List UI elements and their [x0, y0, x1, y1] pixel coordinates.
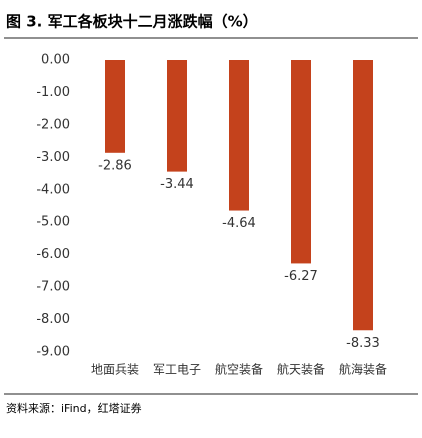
y-tick-label: -3.00 [36, 150, 70, 165]
bar [229, 60, 249, 211]
x-tick-label: 航天装备 [277, 362, 325, 377]
x-tick-label: 军工电子 [153, 363, 201, 377]
x-tick-label: 航空装备 [215, 362, 263, 377]
y-tick-label: -5.00 [36, 215, 70, 230]
x-tick-label: 地面兵装 [91, 363, 139, 377]
bar [105, 60, 125, 153]
y-tick-label: 0.00 [41, 53, 70, 68]
x-tick-label: 航海装备 [339, 362, 387, 377]
y-tick-label: -2.00 [36, 117, 70, 132]
bar [353, 60, 373, 331]
bar [167, 60, 187, 172]
source: 资料来源：iFind，红塔证券 [6, 401, 142, 415]
y-tick-label: -6.00 [36, 247, 70, 262]
value-label: -2.86 [98, 158, 132, 173]
bar [291, 60, 311, 264]
value-label: -6.27 [284, 269, 318, 284]
y-tick-label: -7.00 [36, 280, 70, 295]
value-label: -4.64 [222, 216, 256, 231]
y-tick-label: -4.00 [36, 182, 70, 197]
value-label: -8.33 [346, 336, 380, 351]
value-label: -3.44 [160, 177, 194, 192]
y-tick-label: -9.00 [36, 345, 70, 360]
chart-title: 图 3. 军工各板块十二月涨跌幅（%） [6, 13, 258, 31]
y-tick-label: -1.00 [36, 85, 70, 100]
y-tick-label: -8.00 [36, 312, 70, 327]
